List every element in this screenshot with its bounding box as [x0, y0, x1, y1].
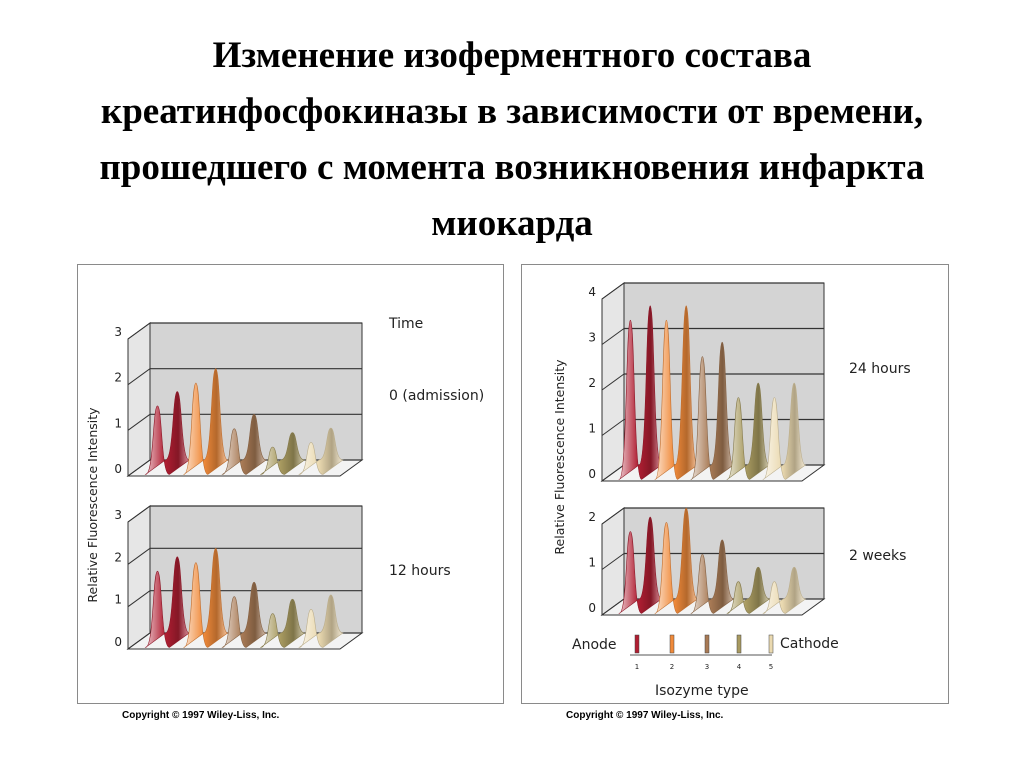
isozyme-peak-5 [762, 382, 807, 480]
y-tick-label: 3 [114, 508, 122, 522]
isozyme-peak-2 [183, 548, 229, 648]
y-tick-label: 0 [114, 635, 122, 649]
chart-24-hours: 0 1 2 3 4 24 hours [588, 282, 911, 482]
isozyme-peak-5 [298, 427, 344, 475]
isozyme-number: 2 [670, 663, 674, 671]
y-tick-label: 1 [588, 556, 596, 570]
gridline-side [127, 459, 151, 477]
isozyme-peak-4 [259, 598, 306, 648]
gridline-side [601, 373, 625, 391]
time-point-label: 12 hours [389, 563, 451, 579]
y-tick-label: 1 [114, 593, 122, 607]
y-axis-label-left: Relative Fluorescence Intensity [85, 407, 100, 603]
isozyme-band-4 [736, 634, 742, 654]
x-axis-label: Isozyme type [655, 683, 749, 699]
isozyme-peak-5 [762, 566, 807, 614]
right-charts-svg: 0 1 2 3 4 24 hours 0 1 2 2 weeks Relative Fluore… [552, 282, 911, 699]
copyright-left: Copyright © 1997 Wiley-Liss, Inc. [122, 710, 280, 721]
isozyme-peak-3 [690, 539, 735, 614]
isozyme-band-5 [768, 634, 774, 654]
time-point-label: 24 hours [849, 361, 911, 377]
y-tick-label: 2 [588, 510, 596, 524]
cathode-label: Cathode [780, 636, 839, 652]
isozyme-peak-3 [221, 581, 267, 648]
gridline-side [127, 368, 151, 386]
isozyme-peak-1 [144, 556, 191, 648]
time-heading: Time [388, 316, 423, 332]
page-title: Изменение изоферментного состава креатин… [99, 35, 925, 244]
isozyme-band-1 [634, 634, 640, 654]
copyright-right: Copyright © 1997 Wiley-Liss, Inc. [566, 710, 724, 721]
left-charts-svg: 0 1 2 3 0 (admission) 0 1 2 3 12 hours Time Rela… [85, 316, 484, 650]
chart-12-hours: 0 1 2 3 12 hours [114, 505, 451, 650]
isozyme-peak-2 [654, 507, 699, 614]
anode-label: Anode [572, 637, 617, 653]
isozyme-band-2 [669, 634, 675, 654]
time-point-label: 2 weeks [849, 548, 906, 564]
gridline-side [601, 507, 625, 525]
side-wall [127, 505, 151, 650]
isozyme-peak-1 [618, 305, 663, 480]
isozyme-peak-4 [726, 566, 771, 614]
y-tick-label: 0 [588, 467, 596, 481]
time-point-label: 0 (admission) [389, 388, 484, 404]
gridline-side [127, 547, 151, 565]
gridline-side [601, 282, 625, 300]
isozyme-peak-4 [726, 382, 771, 480]
isozyme-peak-1 [144, 391, 191, 475]
y-axis-label-right: Relative Fluorescence Intensity [552, 359, 567, 555]
isozyme-peak-1 [618, 516, 663, 614]
isozyme-peak-4 [259, 432, 306, 475]
isozyme-number: 3 [705, 663, 709, 671]
y-tick-label: 1 [114, 416, 122, 430]
left-chart-panel: 0 1 2 3 0 (admission) 0 1 2 3 12 hours Time Rela… [77, 264, 504, 704]
isozyme-number: 1 [635, 663, 639, 671]
isozyme-number: 5 [769, 663, 773, 671]
isozyme-peak-3 [690, 341, 735, 480]
chart-admission: 0 1 2 3 0 (admission) [114, 322, 484, 477]
gridline-side [127, 322, 151, 340]
y-tick-label: 0 [588, 601, 596, 615]
y-tick-label: 3 [588, 331, 596, 345]
gridline-side [127, 505, 151, 523]
y-tick-label: 3 [114, 325, 122, 339]
isozyme-peak-2 [183, 368, 229, 475]
gridline-side [601, 328, 625, 345]
right-chart-panel: 0 1 2 3 4 24 hours 0 1 2 2 weeks Relative Fluore… [521, 264, 949, 704]
isozyme-strip: 1 2 3 4 5 [630, 634, 774, 671]
isozyme-peak-5 [298, 594, 344, 648]
gridline-side [601, 419, 625, 436]
y-tick-label: 2 [114, 371, 122, 385]
gridline-side [127, 413, 151, 431]
gridline-side [601, 464, 625, 482]
isozyme-peak-2 [654, 305, 699, 480]
y-tick-label: 1 [588, 422, 596, 436]
isozyme-peak-3 [221, 414, 267, 475]
y-tick-label: 2 [114, 550, 122, 564]
side-wall [127, 322, 151, 477]
y-tick-label: 4 [588, 285, 596, 299]
y-tick-label: 0 [114, 462, 122, 476]
gridline-side [127, 632, 151, 650]
gridline-side [127, 590, 151, 608]
isozyme-band-3 [704, 634, 710, 654]
gridline-side [601, 598, 625, 616]
y-tick-label: 2 [588, 376, 596, 390]
chart-2-weeks: 0 1 2 2 weeks [588, 507, 906, 616]
isozyme-number: 4 [737, 663, 742, 671]
gridline-side [601, 553, 625, 570]
